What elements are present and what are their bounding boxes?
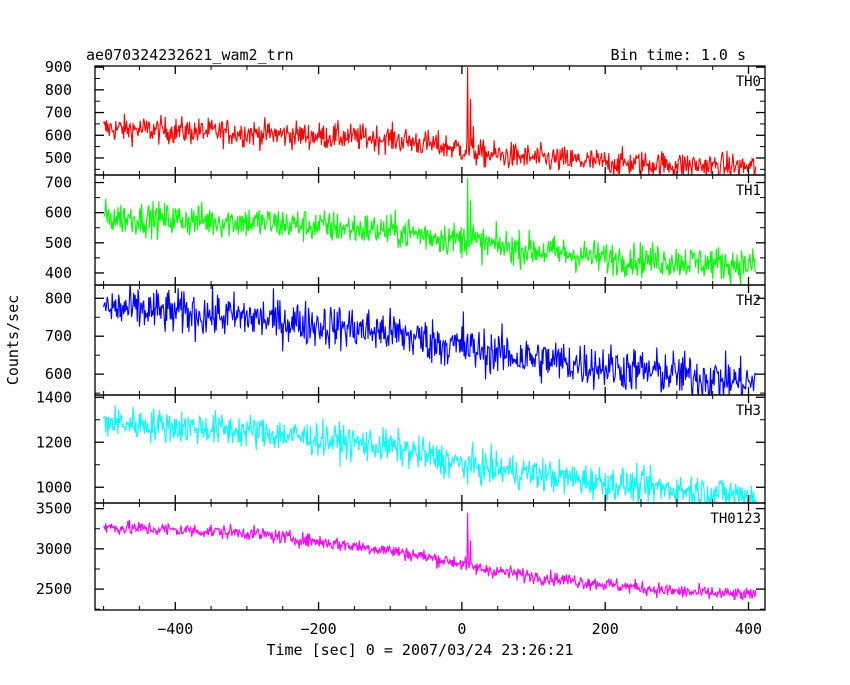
- panel-label-th1: TH1: [736, 183, 761, 199]
- y-tick-label: 500: [45, 234, 72, 252]
- x-tick-label: 0: [457, 620, 466, 638]
- panels-group: 500 600 700 800 900 TH0 400 500 600 700 TH1 600 700 8…: [36, 58, 766, 611]
- panel-th3: 1000 1200 1400 TH3: [36, 388, 766, 504]
- y-tick-label: 600: [45, 204, 72, 222]
- y-axis-title: Counts/sec: [4, 295, 22, 385]
- panel-th0123: 2500 3000 3500 TH0123: [36, 500, 766, 611]
- y-tick-label: 1200: [36, 433, 72, 451]
- y-tick-label: 3000: [36, 540, 72, 558]
- bin-time-label: Bin time: 1.0 s: [611, 46, 746, 64]
- panel-th2: 600 700 800 TH2: [45, 284, 766, 396]
- panel-label-th0: TH0: [736, 74, 761, 90]
- series-line-th0123: [103, 512, 757, 601]
- y-tick-label: 800: [45, 81, 72, 99]
- panel-th0: 500 600 700 800 900 TH0: [45, 58, 766, 176]
- series-line-th0: [103, 67, 757, 175]
- panel-label-th2: TH2: [736, 293, 761, 309]
- y-tick-label: 1400: [36, 388, 72, 406]
- y-tick-label: 600: [45, 126, 72, 144]
- y-tick-label: 500: [45, 149, 72, 167]
- panel-frame: [94, 174, 766, 286]
- y-tick-label: 2500: [36, 580, 72, 598]
- x-tick-label: 200: [592, 620, 619, 638]
- x-tick-label: 400: [735, 620, 762, 638]
- series-line-th2: [103, 285, 757, 395]
- x-tick-label: −400: [157, 620, 193, 638]
- y-tick-label: 400: [45, 264, 72, 282]
- y-tick-label: 900: [45, 58, 72, 76]
- y-tick-label: 700: [45, 104, 72, 122]
- y-tick-label: 700: [45, 174, 72, 192]
- panel-label-th3: TH3: [736, 403, 761, 419]
- y-tick-label: 800: [45, 289, 72, 307]
- panel-label-th0123: TH0123: [710, 511, 761, 527]
- x-axis: −400 −200 0 200 400: [157, 620, 762, 638]
- y-tick-label: 700: [45, 327, 72, 345]
- observation-id: ae070324232621_wam2_trn: [86, 46, 294, 64]
- x-axis-title: Time [sec] 0 = 2007/03/24 23:26:21: [266, 641, 573, 659]
- y-tick-label: 1000: [36, 478, 72, 496]
- series-line-th1: [103, 178, 757, 285]
- panel-th1: 400 500 600 700 TH1: [45, 174, 766, 286]
- y-tick-label: 3500: [36, 500, 72, 518]
- y-tick-label: 600: [45, 365, 72, 383]
- x-tick-label: −200: [301, 620, 337, 638]
- series-line-th3: [103, 405, 756, 503]
- panel-frame: [94, 502, 766, 611]
